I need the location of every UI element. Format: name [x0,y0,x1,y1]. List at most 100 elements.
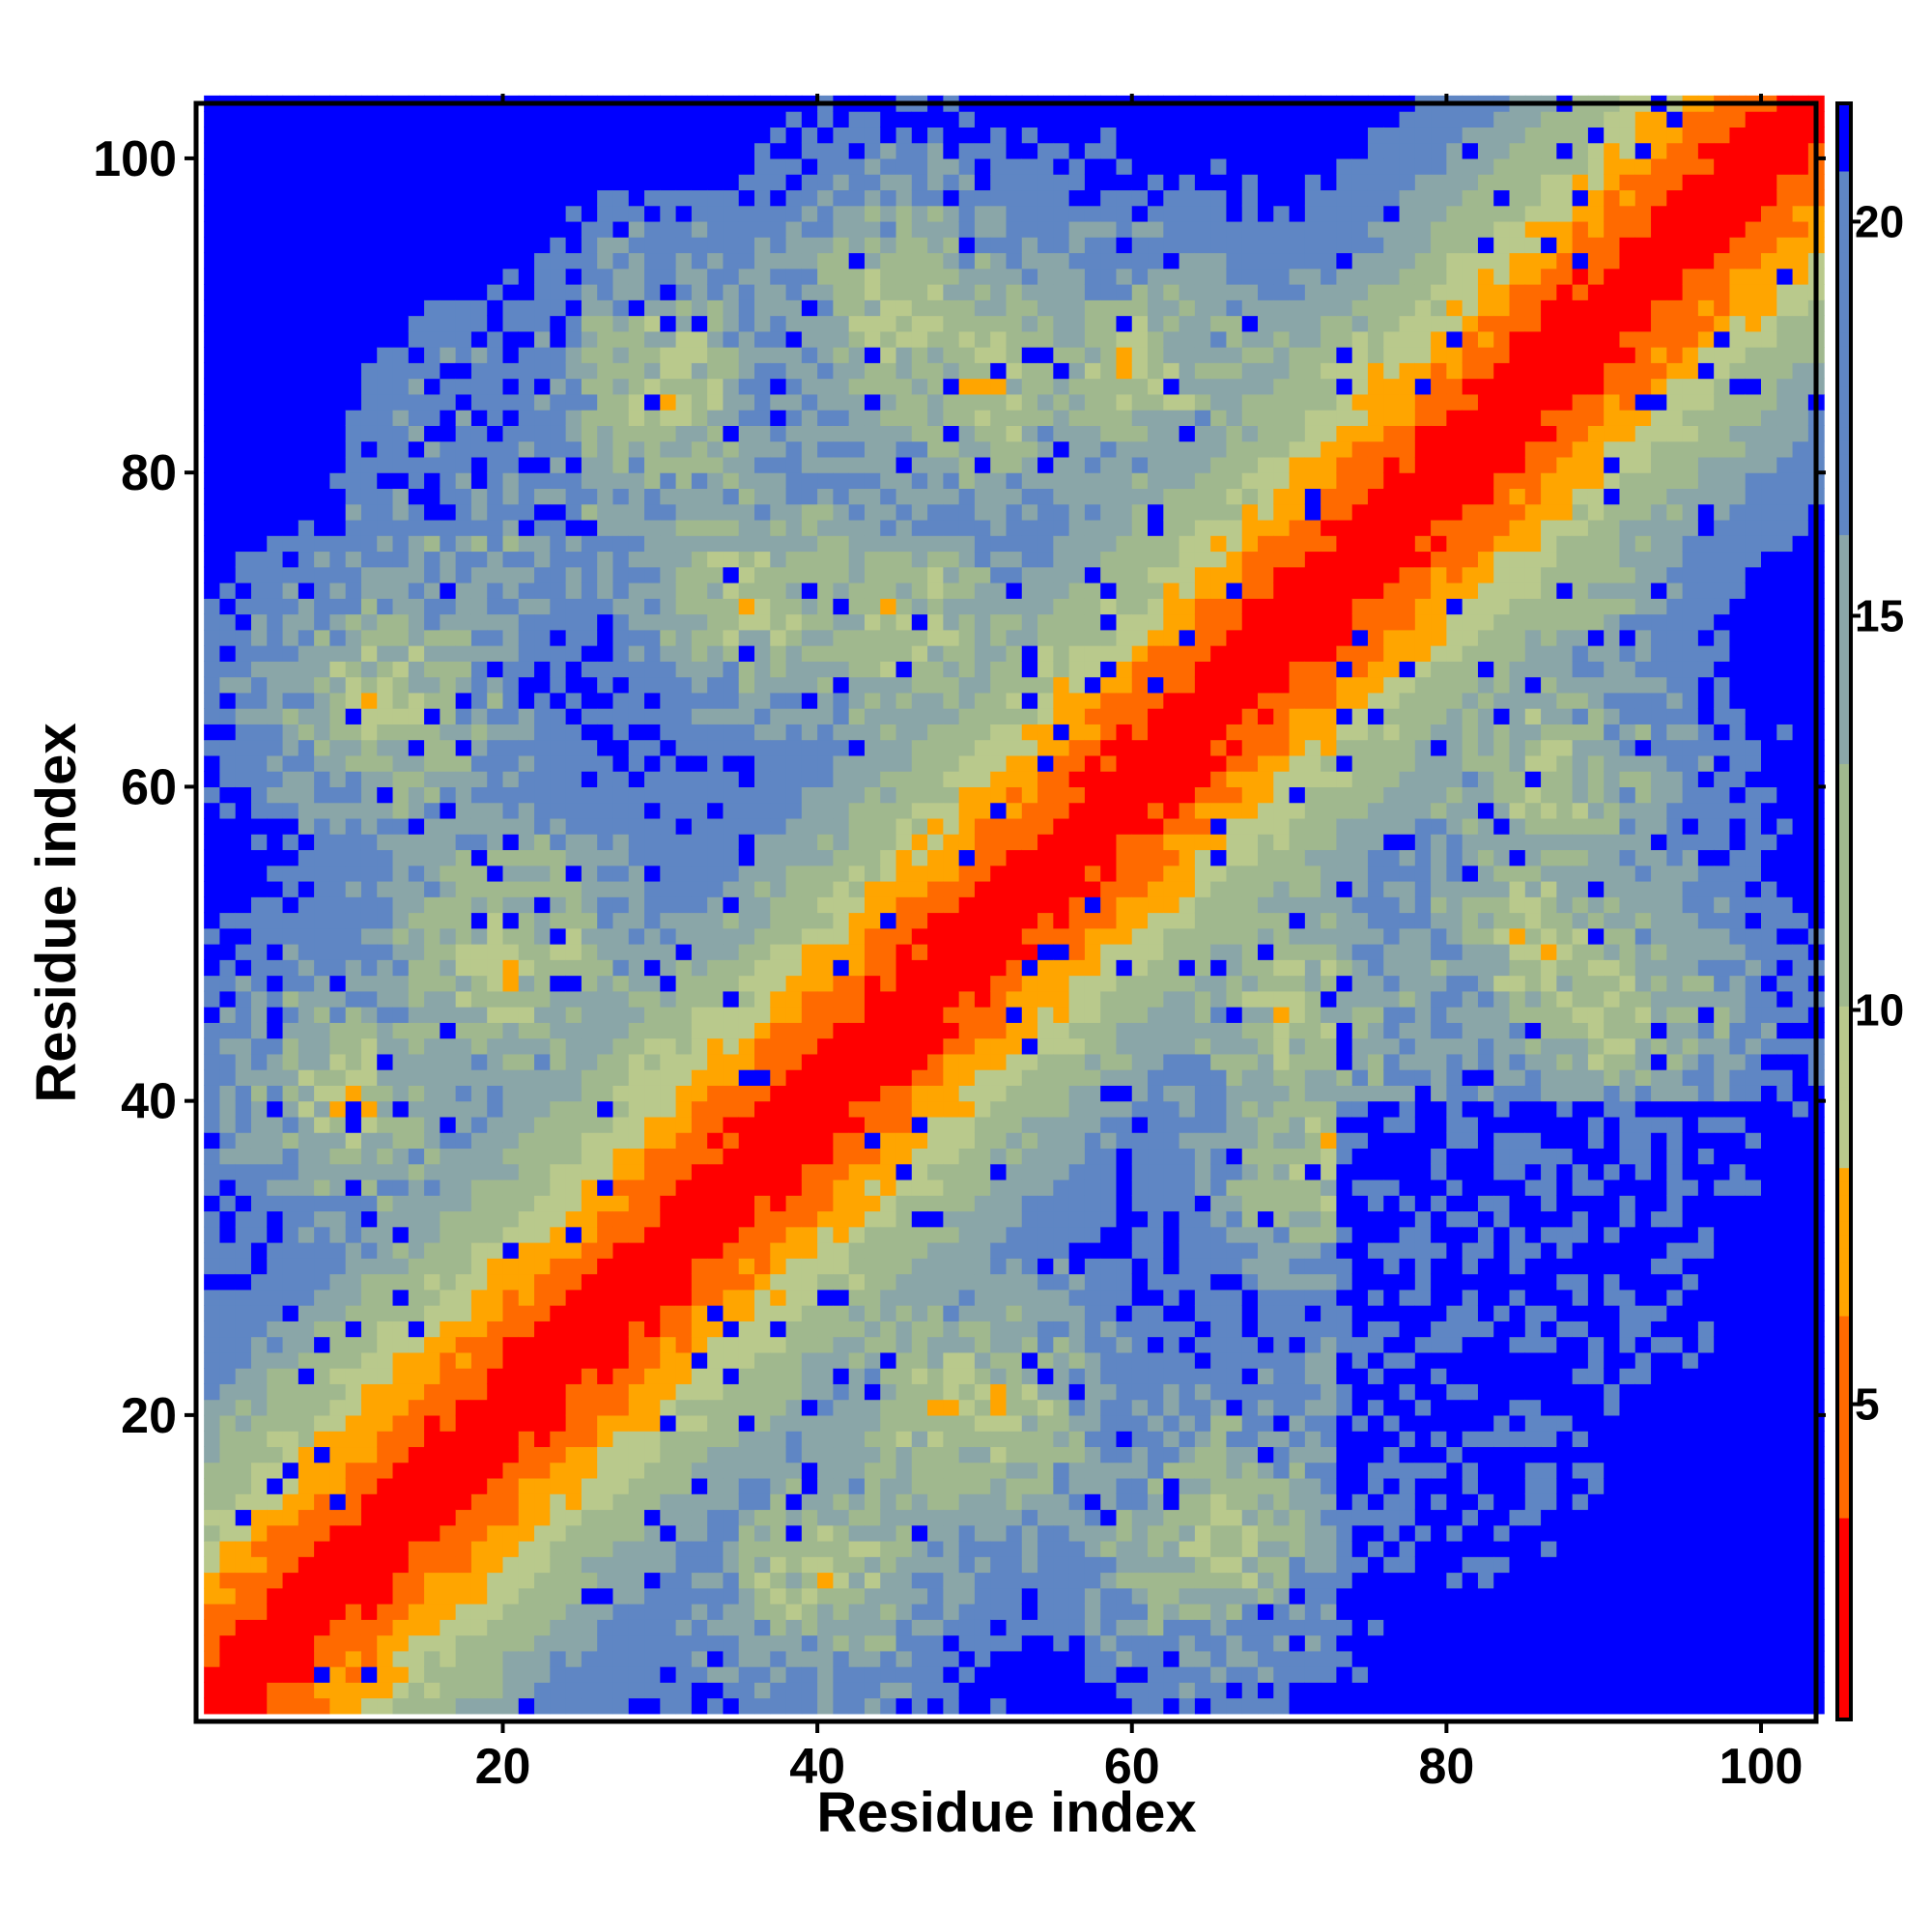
heatmap-cell [377,1682,394,1699]
heatmap-cell [801,205,818,222]
heatmap-cell [770,425,787,442]
heatmap-cell [691,1179,708,1196]
heatmap-cell [943,220,960,238]
heatmap-cell [219,551,237,568]
heatmap-cell [723,347,740,363]
heatmap-cell [487,1383,504,1401]
heatmap-cell [408,1085,425,1102]
heatmap-cell [880,1540,897,1557]
heatmap-cell [204,834,221,851]
heatmap-cell [470,378,488,395]
heatmap-cell [644,566,661,583]
heatmap-cell [895,425,913,442]
heatmap-cell [927,1634,944,1652]
heatmap-cell [644,582,661,599]
heatmap-cell [314,692,330,709]
heatmap-cell [204,661,221,678]
heatmap-cell [581,834,598,851]
heatmap-cell [565,880,582,897]
heatmap-cell [360,1273,378,1291]
heatmap-cell [204,1007,221,1023]
heatmap-cell [392,1179,410,1196]
heatmap-cell [440,1509,457,1526]
heatmap-cell [204,1587,221,1605]
heatmap-cell [880,645,897,662]
heatmap-cell [880,676,897,694]
heatmap-cell [282,944,299,960]
heatmap-cell [204,519,221,536]
heatmap-cell [392,1336,410,1353]
heatmap-cell [392,927,410,945]
heatmap-cell [691,802,708,819]
heatmap-cell [235,488,252,505]
heatmap-cell [282,975,299,992]
heatmap-cell [565,771,582,787]
heatmap-cell [833,472,850,490]
heatmap-cell [911,1682,928,1699]
heatmap-cell [470,1604,488,1620]
heatmap-cell [785,1273,803,1291]
heatmap-cell [282,488,299,505]
heatmap-cell [392,566,410,583]
heatmap-cell [770,1368,787,1384]
heatmap-cell [707,220,724,238]
heatmap-cell [801,425,818,442]
heatmap-cell [470,975,488,992]
heatmap-cell [675,1351,693,1369]
heatmap-cell [833,817,850,835]
heatmap-cell [581,503,598,521]
heatmap-cell [534,676,551,694]
heatmap-cell [895,1556,913,1574]
heatmap-cell [298,865,315,882]
heatmap-cell [738,315,755,332]
heatmap-cell [754,817,771,835]
heatmap-cell [235,519,252,536]
heatmap-cell [864,1509,881,1526]
heatmap-cell [360,220,378,238]
heatmap-cell [864,1634,881,1652]
heatmap-cell [612,1195,630,1212]
heatmap-cell [723,362,740,380]
heatmap-cell [392,299,410,317]
heatmap-cell [833,142,850,159]
heatmap-cell [754,268,771,285]
heatmap-cell [754,1604,771,1620]
heatmap-cell [282,220,299,238]
heatmap-cell [754,1258,771,1275]
heatmap-cell [250,1007,268,1023]
heatmap-cell [470,912,488,929]
heatmap-cell [424,1100,440,1118]
heatmap-cell [377,629,394,646]
heatmap-cell [235,378,252,395]
heatmap-cell [597,472,614,490]
heatmap-cell [833,1273,850,1291]
heatmap-cell [911,1572,928,1589]
heatmap-cell [707,1116,724,1133]
heatmap-cell [329,519,347,536]
heatmap-cell [707,157,724,175]
heatmap-cell [534,880,551,897]
heatmap-cell [723,1022,740,1039]
heatmap-cell [612,1697,630,1715]
heatmap-cell [754,1116,771,1133]
heatmap-cell [943,912,960,929]
heatmap-cell [298,1462,315,1479]
heatmap-cell [644,1697,661,1715]
heatmap-cell [455,1619,472,1636]
heatmap-cell [644,1414,661,1432]
heatmap-cell [345,754,362,772]
heatmap-cell [235,1289,252,1306]
heatmap-cell [204,1446,221,1463]
heatmap-cell [534,1195,551,1212]
heatmap-cell [895,519,913,536]
heatmap-cell [628,1336,645,1353]
heatmap-cell [235,629,252,646]
heatmap-cell [360,205,378,222]
heatmap-cell [628,1682,645,1699]
heatmap-cell [282,692,299,709]
heatmap-cell [707,268,724,285]
heatmap-cell [487,1604,504,1620]
heatmap-cell [833,834,850,851]
heatmap-cell [250,1587,268,1605]
heatmap-cell [581,1587,598,1605]
